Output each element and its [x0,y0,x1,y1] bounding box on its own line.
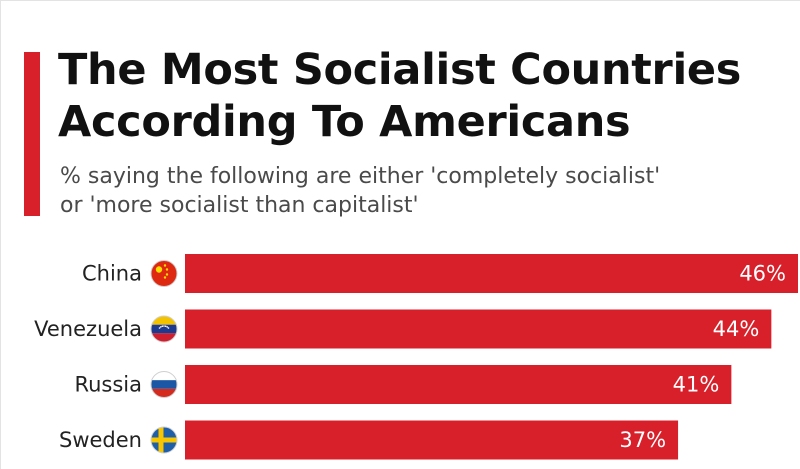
value-label-russia: 41% [673,373,720,397]
category-label-china: China [82,262,142,286]
category-label-sweden: Sweden [59,428,142,452]
china-flag-icon [150,260,178,287]
title-line-1: The Most Socialist Countries [58,45,742,95]
subtitle-line-1: % saying the following are either 'compl… [60,164,661,189]
bar-china [185,254,798,293]
russia-flag-icon [150,371,178,398]
subtitle-line-2: or 'more socialist than capitalist' [60,193,419,218]
value-label-sweden: 37% [619,428,666,452]
value-label-venezuela: 44% [713,317,760,341]
title-accent-bar [24,52,40,216]
bar-venezuela [185,309,772,349]
bar-russia [185,365,732,404]
venezuela-flag-icon [150,315,178,343]
title-line-2: According To Americans [58,97,631,147]
category-label-russia: Russia [74,373,142,397]
sweden-flag-icon [150,426,178,454]
chart-title: The Most Socialist Countries According T… [58,44,798,148]
chart-subtitle: % saying the following are either 'compl… [60,162,790,220]
bar-sweden [185,420,679,460]
category-label-venezuela: Venezuela [34,317,142,341]
value-label-china: 46% [739,262,786,286]
